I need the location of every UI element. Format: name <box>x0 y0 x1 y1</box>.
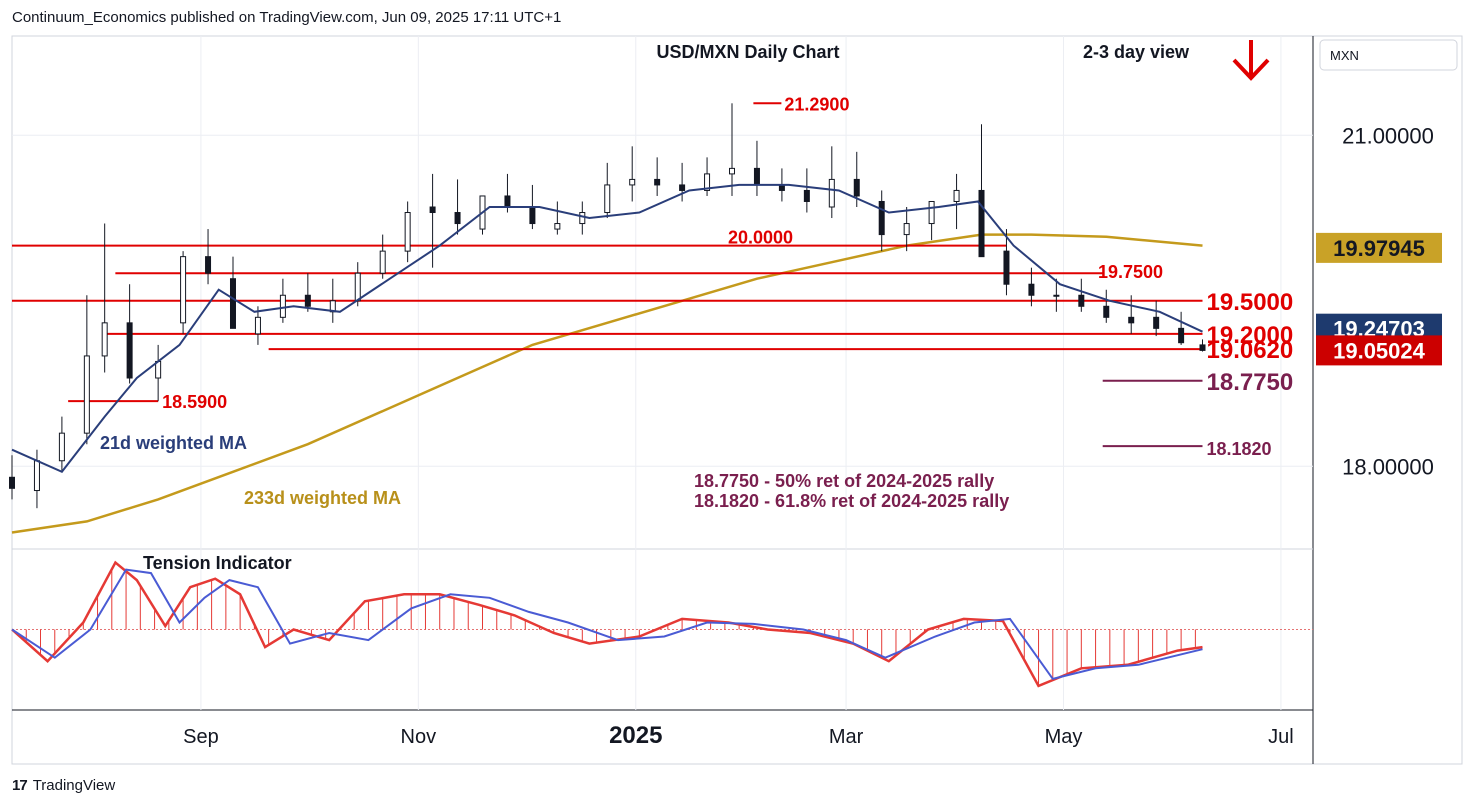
candle-body <box>304 294 311 307</box>
signal-line <box>11 568 1203 681</box>
candle-body <box>101 322 108 357</box>
candle-body <box>33 460 40 492</box>
level-label: 20.0000 <box>728 228 793 248</box>
candle-body <box>429 206 436 214</box>
indicator-title: Tension Indicator <box>143 553 292 573</box>
candle-body <box>753 167 760 186</box>
candle-body <box>1153 316 1160 329</box>
x-tick-label: May <box>1045 726 1083 748</box>
annotation-label: 21.2900 <box>784 94 849 114</box>
level-label: 19.2000 <box>1207 322 1294 349</box>
candle-body <box>1028 283 1035 296</box>
candle-body <box>803 189 810 202</box>
x-tick-label: Mar <box>829 726 864 748</box>
ma-21-line <box>11 183 1203 474</box>
tension-line <box>11 560 1203 688</box>
candle-body <box>629 178 636 186</box>
publisher-caption: Continuum_Economics published on Trading… <box>12 9 562 26</box>
level-label: 18.7750 <box>1207 369 1294 396</box>
note-618pct: 18.1820 - 61.8% ret of 2024-2025 rally <box>694 491 1009 511</box>
candle-body <box>1178 327 1185 344</box>
currency-label: MXN <box>1330 48 1359 63</box>
candle-body <box>978 189 985 258</box>
candle-body <box>828 178 835 208</box>
candle-body <box>1078 294 1085 307</box>
time-axis-ticks: Sep Nov 2025 Mar May Jul <box>183 722 1294 749</box>
x-tick-label: 2025 <box>609 722 662 749</box>
level-label: 18.1820 <box>1207 439 1272 459</box>
candle-body <box>180 256 187 324</box>
candle-body <box>454 212 461 225</box>
candle-body <box>379 250 386 274</box>
x-tick-label: Nov <box>401 726 437 748</box>
candle-body <box>554 223 561 230</box>
price-badge <box>1316 335 1442 366</box>
candle-body <box>126 322 133 379</box>
tradingview-footer: 17 TradingView <box>12 777 115 794</box>
price-axis-ticks: 21.00000 18.00000 <box>1342 123 1434 479</box>
ma21-line <box>11 183 1203 474</box>
note-50pct: 18.7750 - 50% ret of 2024-2025 rally <box>694 471 994 491</box>
ma233-legend: 233d weighted MA <box>244 488 401 508</box>
candle-body <box>579 212 586 225</box>
candle-body <box>853 178 860 197</box>
chart-frame <box>11 35 1463 765</box>
annotation-label: 18.5900 <box>162 392 227 412</box>
level-label: 19.5000 <box>1207 289 1294 316</box>
candle-body <box>404 212 411 252</box>
candle-body <box>1128 316 1135 324</box>
candle-body <box>58 432 65 462</box>
ma-233-line <box>11 233 1203 534</box>
candle-body <box>1003 250 1010 285</box>
candle-body <box>903 223 910 236</box>
candle-body <box>279 294 286 318</box>
view-label: 2-3 day view <box>1083 42 1190 62</box>
price-badge-label: 19.97945 <box>1333 236 1425 261</box>
gridlines <box>12 36 1313 710</box>
candle-body <box>205 256 212 274</box>
y-tick-label: 18.00000 <box>1342 454 1434 479</box>
candle-body <box>9 476 15 489</box>
brand-name: TradingView <box>32 777 116 794</box>
down-arrow-icon <box>1232 40 1270 81</box>
chart-title: USD/MXN Daily Chart <box>656 42 839 62</box>
level-label: 19.7500 <box>1098 262 1163 282</box>
candle-body <box>604 184 611 214</box>
candle-body <box>354 272 361 302</box>
candle-body <box>654 178 661 186</box>
candle-body <box>1103 305 1110 318</box>
candle-body <box>679 184 686 191</box>
price-badge <box>1316 232 1442 263</box>
candle-body <box>704 173 711 191</box>
y-tick-label: 21.00000 <box>1342 123 1434 148</box>
candle-body <box>83 355 90 434</box>
candle-body <box>729 167 736 175</box>
level-label: 19.0620 <box>1207 337 1294 364</box>
x-tick-label: Sep <box>183 726 219 748</box>
candle-body <box>1053 294 1060 297</box>
candle-body <box>878 200 885 236</box>
tradingview-logo-icon: 17 <box>12 777 28 794</box>
candle-body <box>254 316 261 335</box>
candle-body <box>928 200 935 225</box>
candle-body <box>504 195 511 208</box>
candle-body <box>1199 344 1206 351</box>
price-badge-label: 19.05024 <box>1333 338 1426 363</box>
currency-box[interactable] <box>1319 39 1458 71</box>
ma233-line <box>11 233 1203 534</box>
tension-indicator-pane <box>11 560 1313 688</box>
candle-body <box>529 206 536 225</box>
ma21-legend: 21d weighted MA <box>100 433 247 453</box>
candle-body <box>229 278 236 329</box>
candle-body <box>953 189 960 202</box>
x-tick-label: Jul <box>1268 726 1294 748</box>
